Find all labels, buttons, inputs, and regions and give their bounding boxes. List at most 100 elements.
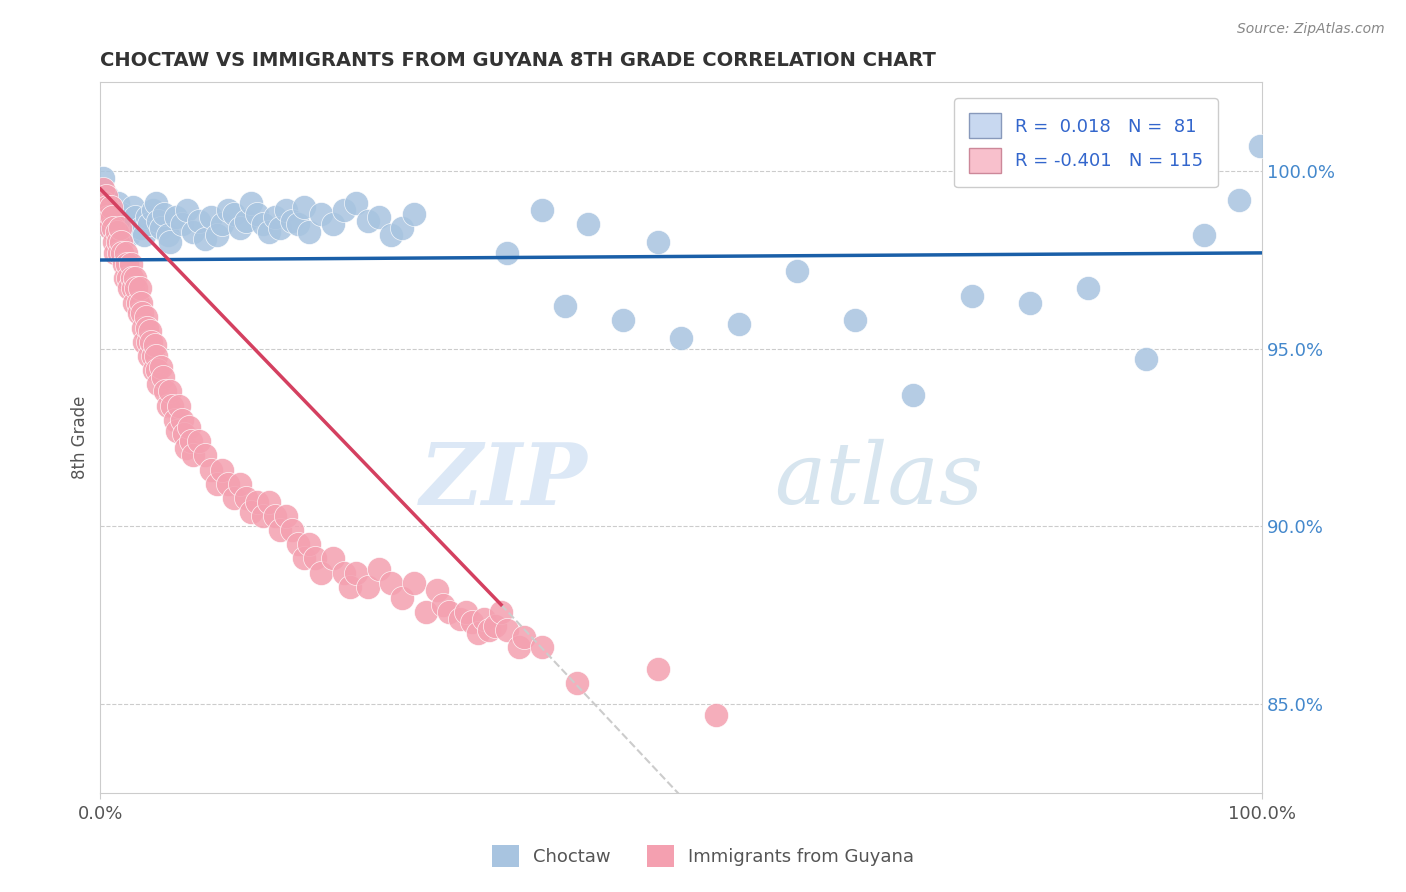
Point (322, 218, 344, 232)
Point (217, 203, 239, 218)
Point (380, 228, 402, 243)
Point (356, 580, 378, 594)
Point (125, 281, 148, 295)
Point (304, 551, 326, 566)
Point (124, 211, 146, 225)
Point (156, 399, 179, 413)
Point (148, 214, 170, 228)
Point (222, 491, 245, 505)
Point (380, 576, 402, 591)
Point (269, 523, 291, 537)
Point (252, 508, 274, 523)
Point (112, 225, 135, 239)
Point (153, 207, 176, 221)
Point (344, 566, 367, 580)
Point (402, 207, 425, 221)
Point (128, 306, 150, 320)
Point (115, 246, 138, 260)
Point (135, 211, 157, 225)
Point (292, 551, 315, 566)
Point (101, 211, 124, 225)
Point (472, 612, 495, 626)
Point (647, 235, 669, 250)
Point (156, 228, 179, 243)
Point (292, 200, 315, 214)
Point (98, 221, 121, 235)
Y-axis label: 8th Grade: 8th Grade (72, 396, 89, 479)
Point (143, 338, 166, 352)
Point (100, 200, 122, 214)
Point (177, 420, 200, 434)
Point (368, 562, 391, 576)
Point (148, 377, 170, 392)
Point (155, 384, 177, 399)
Point (93, 196, 115, 211)
Point (437, 605, 460, 619)
Point (127, 295, 149, 310)
Point (176, 442, 198, 456)
Point (135, 320, 157, 334)
Point (115, 256, 138, 270)
Point (240, 505, 263, 519)
Point (170, 413, 193, 427)
Point (114, 270, 136, 285)
Point (96, 189, 118, 203)
Point (287, 218, 309, 232)
Point (104, 246, 127, 260)
Point (489, 605, 512, 619)
Point (115, 214, 138, 228)
Point (960, 288, 983, 302)
Point (176, 203, 198, 218)
Point (188, 214, 211, 228)
Point (432, 598, 454, 612)
Point (576, 218, 599, 232)
Point (112, 256, 135, 270)
Text: CHOCTAW VS IMMIGRANTS FROM GUYANA 8TH GRADE CORRELATION CHART: CHOCTAW VS IMMIGRANTS FROM GUYANA 8TH GR… (100, 51, 936, 70)
Point (118, 228, 141, 243)
Point (194, 232, 217, 246)
Point (129, 221, 152, 235)
Point (356, 214, 378, 228)
Point (612, 313, 634, 327)
Point (166, 424, 188, 438)
Point (141, 334, 163, 349)
Point (669, 331, 692, 345)
Point (298, 537, 321, 551)
Point (181, 449, 204, 463)
Point (235, 491, 257, 505)
Point (105, 225, 128, 239)
Point (426, 583, 449, 598)
Point (194, 449, 217, 463)
Point (120, 256, 142, 270)
Point (152, 370, 174, 384)
Point (138, 218, 160, 232)
Point (530, 640, 553, 655)
Point (91, 171, 114, 186)
Point (180, 434, 202, 449)
Point (252, 218, 274, 232)
Point (128, 281, 150, 295)
Point (135, 310, 157, 324)
Point (281, 214, 304, 228)
Point (461, 615, 484, 630)
Point (139, 324, 162, 338)
Point (107, 235, 129, 250)
Text: ZIP: ZIP (420, 439, 588, 522)
Point (159, 235, 181, 250)
Point (281, 523, 304, 537)
Point (368, 211, 391, 225)
Point (263, 211, 285, 225)
Point (322, 551, 344, 566)
Point (647, 662, 669, 676)
Point (142, 349, 165, 363)
Point (229, 221, 252, 235)
Point (94, 207, 117, 221)
Point (97, 211, 120, 225)
Point (276, 508, 298, 523)
Point (246, 207, 269, 221)
Point (309, 207, 332, 221)
Legend: R =  0.018   N =  81, R = -0.401   N = 115: R = 0.018 N = 81, R = -0.401 N = 115 (955, 98, 1218, 187)
Point (117, 270, 139, 285)
Point (263, 508, 285, 523)
Point (1077, 281, 1099, 295)
